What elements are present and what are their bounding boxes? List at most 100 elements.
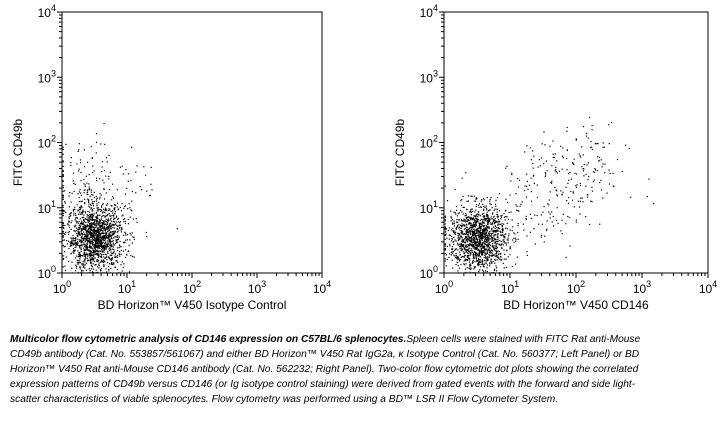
data-point — [80, 223, 82, 225]
data-point — [474, 272, 476, 274]
data-point — [648, 178, 650, 180]
data-point — [93, 226, 95, 229]
data-point — [107, 234, 109, 236]
data-point — [104, 241, 106, 243]
data-point — [121, 228, 123, 230]
data-point — [89, 225, 91, 227]
data-point — [561, 168, 563, 170]
data-point — [62, 146, 64, 148]
data-point — [484, 252, 486, 254]
data-point — [474, 224, 476, 226]
data-point — [96, 214, 98, 216]
data-point — [125, 232, 127, 234]
data-point — [103, 233, 105, 235]
data-point — [586, 164, 588, 166]
data-point — [88, 227, 90, 229]
data-point — [494, 259, 497, 261]
data-point — [130, 180, 132, 182]
data-point — [95, 253, 97, 255]
data-point — [82, 210, 84, 212]
data-point — [126, 253, 128, 255]
data-point — [120, 229, 122, 231]
data-point — [493, 254, 495, 256]
data-point — [483, 272, 485, 274]
data-point — [64, 201, 66, 203]
data-point — [490, 249, 492, 251]
data-point — [117, 217, 119, 220]
data-point — [556, 195, 559, 197]
data-point — [62, 239, 64, 241]
data-point — [602, 197, 604, 199]
data-point — [463, 224, 465, 226]
data-point — [104, 215, 107, 217]
data-point — [506, 228, 508, 230]
data-point — [99, 214, 101, 216]
data-point — [594, 168, 596, 170]
data-point — [469, 264, 471, 266]
data-point — [96, 198, 98, 200]
y-tick-label: 101 — [38, 199, 56, 216]
data-point — [474, 240, 476, 242]
data-point — [479, 235, 481, 238]
data-point — [479, 240, 481, 242]
data-point — [94, 244, 96, 246]
data-point — [87, 241, 89, 243]
data-point — [92, 244, 94, 246]
data-point — [89, 245, 91, 247]
data-point — [494, 255, 496, 257]
data-point — [113, 263, 115, 265]
data-point — [77, 209, 79, 211]
data-point — [544, 235, 546, 237]
data-point — [112, 196, 114, 198]
data-point — [479, 259, 481, 261]
data-point — [505, 266, 507, 268]
data-point — [112, 224, 114, 226]
data-point — [539, 165, 541, 167]
data-point — [80, 242, 82, 244]
data-point — [66, 240, 68, 242]
data-point — [488, 220, 490, 222]
data-point — [127, 218, 129, 220]
data-point — [585, 216, 587, 218]
data-point — [81, 244, 83, 246]
data-point — [460, 263, 462, 266]
data-point — [109, 249, 111, 251]
data-point — [497, 240, 499, 242]
data-point — [85, 262, 88, 264]
data-point — [77, 250, 79, 252]
data-point — [105, 246, 108, 248]
data-point — [82, 226, 84, 228]
data-point — [486, 249, 488, 251]
data-point — [97, 245, 99, 247]
data-point — [91, 236, 93, 238]
data-point — [493, 215, 495, 217]
data-point — [77, 233, 79, 235]
data-point — [468, 230, 470, 232]
data-point — [62, 210, 64, 212]
data-point — [109, 238, 111, 240]
data-point — [90, 223, 93, 225]
data-point — [68, 260, 70, 262]
data-point — [111, 220, 113, 222]
data-point — [124, 222, 127, 225]
data-point — [88, 211, 91, 213]
data-point — [463, 260, 465, 262]
data-point — [85, 252, 87, 254]
data-point — [84, 261, 86, 263]
data-point — [509, 246, 511, 248]
data-point — [74, 243, 77, 245]
data-point — [556, 207, 558, 209]
data-point — [479, 231, 481, 233]
data-point — [103, 272, 105, 274]
data-point — [81, 206, 83, 208]
data-point — [80, 249, 82, 251]
data-point — [84, 189, 86, 191]
data-point — [92, 254, 94, 256]
data-point — [90, 250, 92, 252]
data-point — [89, 220, 91, 222]
data-point — [105, 192, 107, 194]
data-point — [110, 263, 112, 265]
data-point — [471, 248, 473, 250]
data-point — [73, 242, 75, 244]
